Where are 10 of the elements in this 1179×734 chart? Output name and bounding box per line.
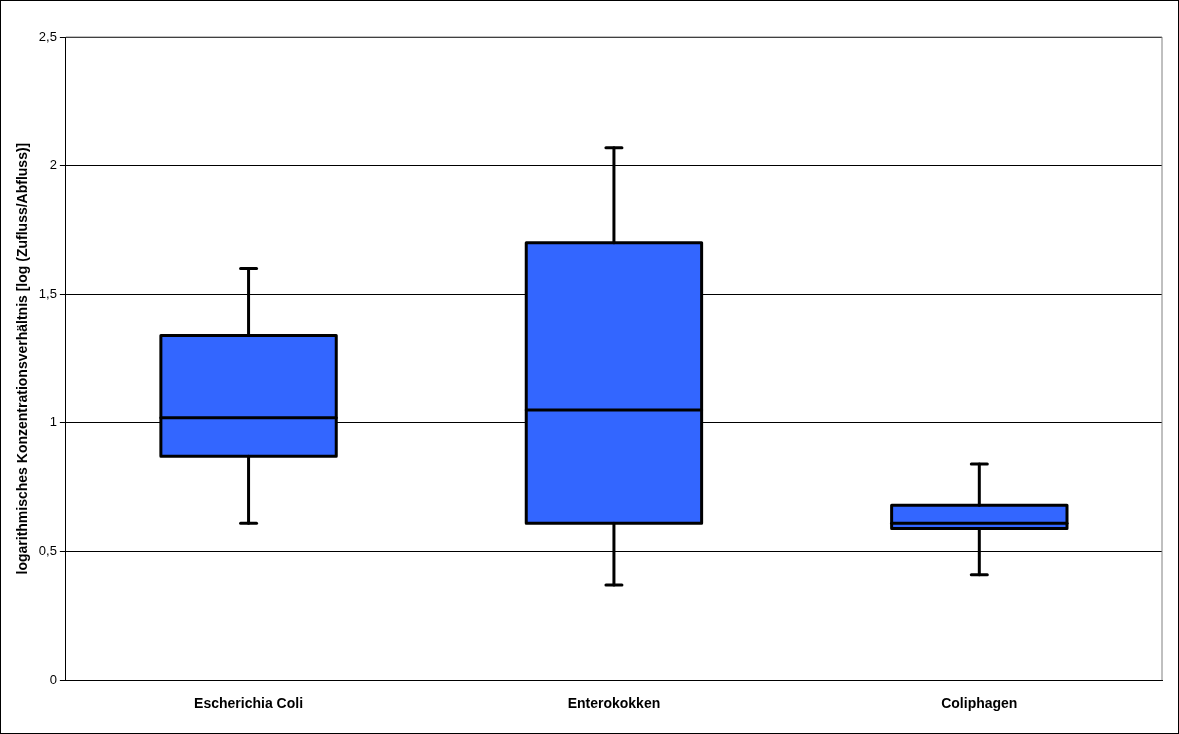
y-tick-label: 2 <box>49 157 57 173</box>
y-tick-label: 0,5 <box>38 543 57 559</box>
y-axis-title: logarithmisches Konzentrationsverhältnis [log (Zufluss/Abfluss)] <box>14 142 31 575</box>
y-tick-label: 1,5 <box>38 285 57 301</box>
x-tick-label: Escherichia Coli <box>194 695 304 712</box>
x-tick-label: Enterokokken <box>567 695 661 712</box>
x-tick-label: Coliphagen <box>941 695 1018 712</box>
y-tick-label: 2,5 <box>38 28 57 44</box>
y-tick-label: 0 <box>49 671 57 687</box>
y-tick-label: 1 <box>49 414 57 430</box>
